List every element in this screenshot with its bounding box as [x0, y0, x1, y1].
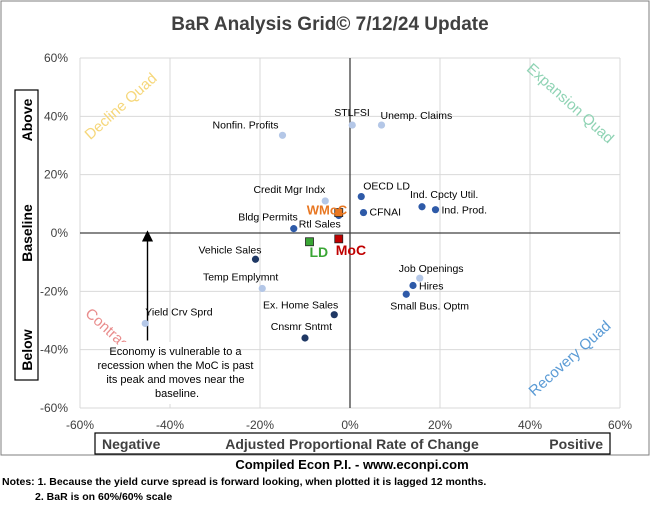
x-tick-label: 40% — [518, 418, 542, 432]
point-label: Rtl Sales — [299, 219, 341, 231]
bottom-positive: Positive — [549, 436, 603, 452]
annotation-line-3: its peak and moves near the — [106, 374, 244, 386]
highlight-label: MoC — [336, 242, 366, 258]
side-label-baseline: Baseline — [19, 204, 35, 262]
point-label: Vehicle Sales — [198, 244, 261, 256]
point-label: Temp Emplymnt — [203, 271, 278, 283]
x-tick-label: 20% — [428, 418, 452, 432]
annotation-box — [119, 342, 236, 404]
x-tick-label: -20% — [246, 418, 274, 432]
point-label: Hires — [419, 281, 444, 293]
data-point — [348, 121, 356, 129]
data-point — [409, 281, 417, 290]
data-point — [258, 284, 266, 293]
x-tick-label: -60% — [66, 418, 94, 432]
data-point — [290, 225, 298, 233]
tick-labels: 60% 40% 20% 0% -20% -40% -60% -60% -40% -20% 0% 20%… — [40, 51, 632, 432]
data-points: STLFSI Unemp. Claims Nonfin. Profits OECD L… — [141, 107, 488, 342]
bottom-axis-box — [94, 432, 611, 455]
credit-line: Compiled Econ P.I. - www.econpi.com — [235, 457, 468, 472]
annotation-line-1: Economy is vulnerable to a — [109, 346, 242, 358]
side-label-box — [14, 89, 39, 381]
annotation-line-2: recession when the MoC is past — [98, 360, 254, 372]
chart-title: BaR Analysis Grid© 7/12/24 Update — [171, 14, 488, 35]
annotation-text: Economy is vulnerable to a recession whe… — [98, 346, 257, 400]
y-tick-label: 40% — [44, 109, 68, 123]
x-tick-label: 60% — [608, 418, 632, 432]
side-label-below: Below — [19, 329, 35, 370]
point-label: STLFSI — [334, 107, 370, 119]
data-point — [251, 255, 260, 263]
point-label: Nonfin. Profits — [213, 119, 279, 131]
highlight-point — [305, 237, 314, 247]
annotation-line-4: baseline. — [155, 388, 199, 400]
highlight-points: WMoC LD MoC — [305, 203, 366, 260]
data-point — [330, 311, 338, 319]
point-label: Ex. Home Sales — [263, 300, 338, 312]
y-tick-label: 60% — [44, 51, 68, 65]
y-tick-label: -40% — [40, 343, 68, 357]
point-label: Credit Mgr Indx — [253, 184, 326, 196]
point-label: Job Openings — [399, 263, 464, 275]
x-tick-label: 0% — [341, 418, 359, 432]
note-2: 2. BaR is on 60%/60% scale — [35, 491, 172, 503]
point-label: Ind. Cpcty Util. — [410, 189, 478, 201]
point-label: Bldg Permits — [238, 212, 298, 224]
note-1: Notes: 1. Because the yield curve spread… — [2, 476, 486, 488]
data-point — [321, 197, 329, 205]
point-label: OECD LD — [363, 181, 410, 193]
point-label: Cnsmr Sntmt — [271, 321, 332, 333]
highlight-label: LD — [310, 244, 329, 260]
highlight-label: WMoC — [307, 203, 348, 218]
point-label: CFNAI — [370, 207, 402, 219]
y-tick-label: 0% — [51, 226, 69, 240]
data-point — [431, 206, 440, 214]
data-point — [402, 290, 410, 298]
point-label: Yield Crv Sprd — [145, 306, 212, 318]
highlight-point — [334, 234, 344, 244]
side-label-above: Above — [19, 98, 35, 141]
highlight-point — [334, 208, 344, 217]
data-point — [418, 203, 426, 211]
bottom-axis-title: Adjusted Proportional Rate of Change — [225, 436, 479, 452]
y-tick-label: -20% — [40, 284, 68, 298]
y-tick-label: -60% — [40, 401, 68, 415]
point-label: Unemp. Claims — [381, 110, 453, 122]
bottom-negative: Negative — [102, 436, 161, 452]
data-point — [278, 131, 287, 139]
data-point — [301, 334, 309, 342]
data-point — [141, 319, 149, 328]
center-axes — [80, 58, 620, 408]
data-point — [359, 208, 368, 217]
x-tick-label: -40% — [156, 418, 184, 432]
chart-border — [0, 0, 650, 456]
point-label: Small Bus. Optm — [390, 300, 469, 312]
y-tick-label: 20% — [44, 168, 68, 182]
data-point — [357, 192, 365, 201]
data-point — [416, 274, 424, 282]
data-point — [377, 121, 386, 129]
point-label: Ind. Prod. — [442, 205, 488, 217]
